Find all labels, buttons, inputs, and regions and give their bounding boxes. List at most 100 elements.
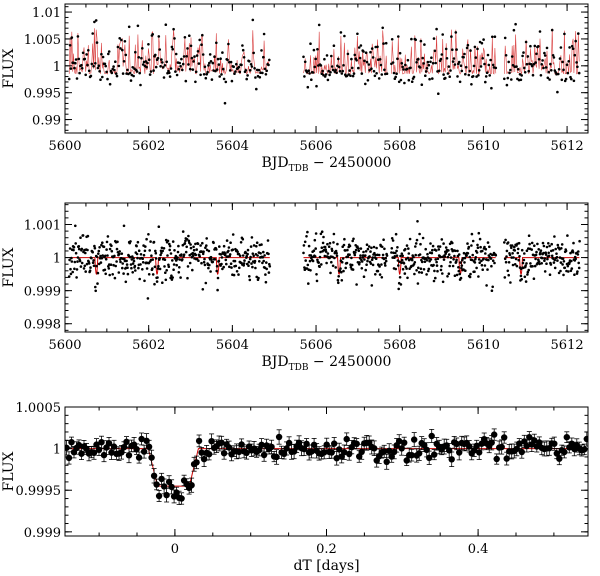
data-point [481,268,485,272]
data-point [533,44,537,48]
data-point [154,53,157,57]
data-point [520,278,523,281]
data-point [90,449,98,456]
data-point [550,28,554,32]
data-point [267,252,270,256]
data-point [369,262,373,265]
data-point [262,32,266,36]
panel-1: 5600 5602 5604 5606 5608 5610 5612 0.99 0.995 1 1.… [1,3,589,174]
data-point [537,248,540,251]
data-point [319,232,323,236]
data-point [552,56,556,59]
data-point [470,83,473,86]
data-point [515,65,518,68]
data-point [68,44,72,47]
y-axis-label: FLUX [1,247,17,287]
data-point [556,243,560,247]
data-point [351,239,355,243]
data-point [543,270,547,273]
data-point [88,269,92,273]
data-point [332,232,336,236]
data-point [177,244,180,248]
data-point [438,245,442,248]
data-point [357,46,361,49]
data-point [561,257,565,261]
data-point [121,262,124,265]
data-point [360,267,364,270]
data-point [101,75,104,79]
data-point [489,58,492,62]
data-point [539,74,543,77]
data-point [201,252,205,256]
data-point [303,240,307,244]
data-point [125,263,129,266]
data-point [313,255,317,258]
data-point [348,244,352,248]
data-point [331,68,335,72]
data-point [260,451,268,459]
data-point [200,43,203,46]
data-point [146,61,149,65]
data-point [151,258,154,261]
data-point [205,73,208,76]
data-point [211,260,215,264]
data-point [184,239,187,243]
data-point [186,265,190,268]
data-point [511,63,515,67]
y-tick-label: 0.995 [24,87,61,102]
data-point [315,279,319,283]
data-point [529,262,532,265]
data-point [196,50,200,53]
data-point [384,259,388,263]
data-point [503,241,506,244]
data-point [483,62,486,66]
data-point [527,268,530,272]
data-point [122,60,126,63]
data-point [422,268,426,271]
data-point [459,276,463,280]
data-point [547,254,551,258]
data-point [262,55,265,59]
data-point [453,254,456,258]
data-point [403,272,407,275]
data-point [551,249,555,252]
data-point [160,246,164,250]
data-point [405,267,408,270]
data-point [362,250,365,254]
data-point [493,35,497,38]
data-point [479,65,483,68]
data-point [370,258,374,262]
plot-area-2 [67,220,581,300]
data-point [441,33,445,36]
data-point [149,70,153,73]
data-point [530,248,533,251]
data-point [228,69,232,72]
data-point [349,74,352,77]
data-point [378,273,382,276]
data-point [109,263,113,267]
data-point [469,49,472,52]
data-point [535,250,538,254]
data-point [87,262,91,265]
data-point [503,455,510,462]
data-point [235,270,239,273]
data-point [494,66,498,70]
data-point [184,250,188,254]
data-point [564,249,568,253]
data-point [99,254,102,258]
data-point [248,275,251,278]
data-point [246,252,249,256]
data-point [522,51,525,54]
data-point [186,276,189,280]
data-point [179,276,182,279]
data-point [238,70,242,74]
data-point [75,77,79,80]
data-point [198,38,201,42]
data-point [314,57,318,61]
data-point [162,76,166,79]
data-point [371,263,375,267]
data-point [147,58,151,61]
data-point [195,54,199,57]
data-point [107,267,111,270]
data-point [308,259,312,263]
